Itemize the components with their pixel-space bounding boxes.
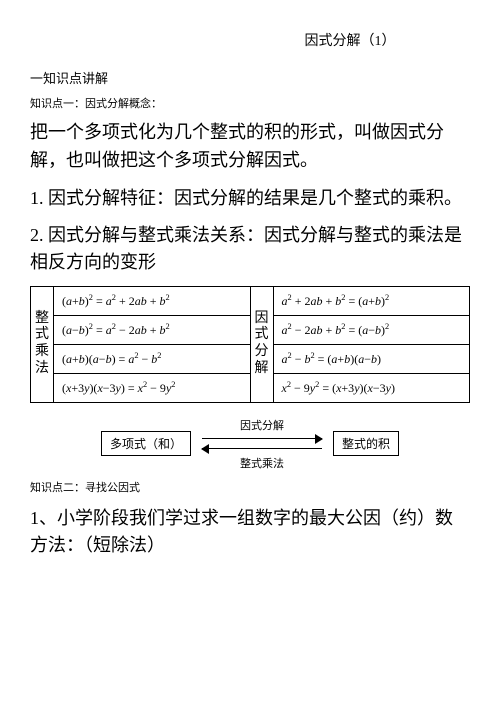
section-intro: 一知识点讲解: [30, 68, 470, 87]
flow-left-box: 多项式（和）: [101, 431, 191, 456]
right-vertical-label: 因式分解: [250, 286, 273, 402]
flow-bottom-label: 整式乘法: [240, 455, 284, 471]
primary-method-paragraph: 1、小学阶段我们学过求一组数字的最大公因（约）数方法：（短除法）: [30, 505, 470, 559]
left-vertical-label: 整式乘法: [31, 286, 54, 402]
definition-paragraph: 把一个多项式化为几个整式的积的形式，叫做因式分解，也叫做把这个多项式分解因式。: [30, 119, 470, 175]
page-root: 因式分解（1） 一知识点讲解 知识点一：因式分解概念： 把一个多项式化为几个整式…: [0, 0, 500, 559]
right-cell: a2 − 2ab + b2 = (a−b)2: [273, 315, 470, 344]
feature-paragraph: 1. 因式分解特征：因式分解的结果是几个整式的乘积。: [30, 185, 470, 212]
arrow-left-icon: [202, 444, 322, 454]
left-cell: (a−b)2 = a2 − 2ab + b2: [54, 315, 251, 344]
doc-title: 因式分解（1）: [30, 30, 470, 50]
kp2-heading: 知识点二：寻找公因式: [30, 479, 470, 495]
formula-table: 整式乘法 (a+b)2 = a2 + 2ab + b2 因式分解 a2 + 2a…: [30, 286, 470, 403]
flow-top-label: 因式分解: [240, 417, 284, 433]
left-cell: (a+b)(a−b) = a2 − b2: [54, 344, 251, 373]
table-row: 整式乘法 (a+b)2 = a2 + 2ab + b2 因式分解 a2 + 2a…: [31, 286, 470, 315]
kp1-heading: 知识点一：因式分解概念：: [30, 95, 470, 111]
left-cell: (x+3y)(x−3y) = x2 − 9y2: [54, 373, 251, 402]
right-cell: x2 − 9y2 = (x+3y)(x−3y): [273, 373, 470, 402]
right-cell: a2 + 2ab + b2 = (a+b)2: [273, 286, 470, 315]
right-cell: a2 − b2 = (a+b)(a−b): [273, 344, 470, 373]
left-cell: (a+b)2 = a2 + 2ab + b2: [54, 286, 251, 315]
flow-arrows: 因式分解 整式乘法: [197, 417, 327, 471]
relation-paragraph: 2. 因式分解与整式乘法关系：因式分解与整式的乘法是相反方向的变形: [30, 222, 470, 276]
arrow-right-icon: [202, 434, 322, 444]
flow-right-box: 整式的积: [333, 431, 399, 456]
flow-diagram: 多项式（和） 因式分解 整式乘法 整式的积: [30, 417, 470, 471]
